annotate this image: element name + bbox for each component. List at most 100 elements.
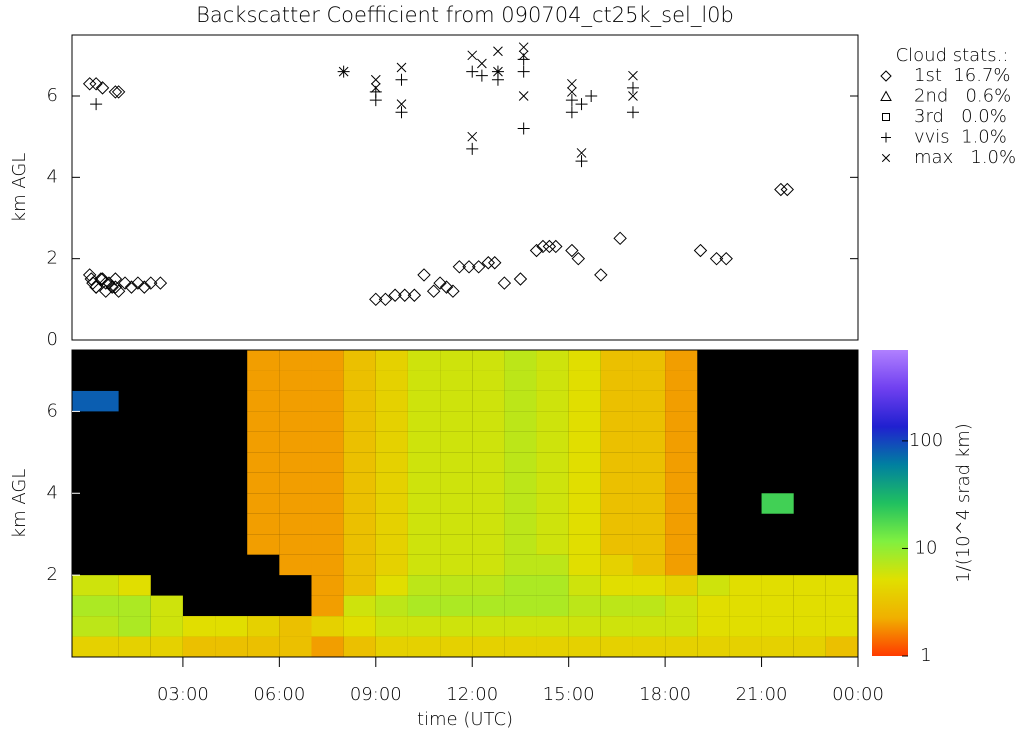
heatmap-cell: [247, 411, 280, 432]
heatmap-cell: [536, 411, 569, 432]
heatmap-cell: [600, 534, 633, 555]
marker-plus: [575, 98, 588, 111]
heatmap-cell: [632, 616, 666, 637]
heatmap-cell: [375, 472, 408, 494]
heatmap-cell: [697, 575, 730, 596]
marker-x: [628, 91, 638, 101]
x-axis-label: time (UTC): [417, 709, 513, 730]
heatmap-cell: [407, 452, 441, 473]
heatmap-cell: [665, 472, 698, 494]
heatmap-cell: [343, 554, 376, 576]
heatmap-cell: [440, 513, 473, 535]
marker-stroke: [493, 66, 503, 77]
heatmap-cell: [632, 452, 666, 473]
heatmap-cell: [311, 513, 344, 535]
marker-diamond: [398, 288, 412, 302]
heatmap-cell: [440, 534, 473, 555]
heatmap-cell: [472, 431, 505, 453]
heatmap-cell: [472, 493, 505, 514]
heatmap-cell: [472, 636, 505, 657]
heatmap-cell: [536, 554, 569, 576]
heatmap-cell: [247, 452, 280, 473]
heatmap-cell: [536, 370, 569, 391]
heatmap-cell: [536, 636, 569, 657]
marker-x: [567, 78, 577, 89]
heatmap-cell: [665, 513, 698, 535]
heatmap-cell: [729, 575, 762, 596]
heatmap-cell: [247, 636, 280, 657]
heatmap-cell: [72, 595, 119, 617]
heatmap-cell: [600, 472, 633, 494]
heatmap-cell: [665, 493, 698, 514]
marker-stroke: [565, 94, 578, 107]
heatmap-cell: [247, 493, 280, 514]
marker-diamond: [594, 268, 608, 282]
colorbar-label: 1/(10^4 srad km): [953, 423, 974, 583]
heatmap-cell: [632, 575, 666, 596]
marker-diamond: [529, 243, 544, 258]
heatmap-cell: [150, 595, 183, 617]
heatmap-cell: [697, 636, 730, 657]
heatmap-cell: [665, 390, 698, 412]
marker-diamond: [94, 272, 108, 286]
y-tick-label: 2: [47, 248, 58, 269]
heatmap-cell: [311, 411, 344, 432]
marker-diamond: [433, 276, 447, 290]
marker-diamond: [462, 260, 476, 274]
marker-diamond: [108, 85, 123, 99]
marker-diamond: [439, 280, 454, 294]
heatmap-cell: [665, 452, 698, 473]
heatmap-cell: [536, 575, 569, 596]
heatmap-cell: [375, 452, 408, 473]
heatmap-cell: [247, 390, 280, 412]
heatmap-cell: [600, 370, 633, 391]
heatmap-cell: [504, 554, 537, 576]
heatmap-cell: [568, 534, 601, 555]
marker-diamond: [719, 251, 733, 266]
heatmap-cell: [600, 554, 633, 576]
marker-diamond: [417, 268, 431, 282]
heatmap-cell: [279, 534, 312, 555]
heatmap-cell: [472, 595, 505, 617]
marker-stroke: [467, 50, 478, 61]
marker-diamond: [549, 239, 563, 254]
heatmap-cell: [182, 616, 216, 637]
heatmap-cell: [182, 636, 216, 657]
marker-x: [881, 153, 891, 163]
colorbar: [872, 350, 908, 656]
heatmap-cell: [536, 493, 569, 514]
marker-plus: [90, 98, 103, 111]
heatmap-cell: [311, 472, 344, 494]
y-tick-label: 2: [47, 564, 58, 585]
heatmap-cell: [407, 431, 441, 453]
marker-diamond: [407, 288, 422, 302]
heatmap-cell: [407, 513, 441, 535]
heatmap-cell: [247, 513, 280, 535]
heatmap-cell: [632, 472, 666, 494]
heatmap-cell: [665, 616, 698, 637]
marker-plus: [395, 106, 408, 119]
heatmap-cell: [343, 616, 376, 637]
heatmap-cell: [247, 350, 280, 371]
heatmap-cell: [343, 390, 376, 412]
heatmap-cell: [504, 616, 537, 637]
marker-diamond: [452, 260, 467, 274]
marker-stroke: [395, 106, 408, 119]
heatmap-cell: [311, 370, 344, 391]
marker-x: [567, 87, 577, 97]
marker-stroke: [370, 74, 381, 85]
x-tick-label: 03:00: [157, 684, 209, 705]
marker-x: [576, 148, 587, 158]
heatmap-cell: [440, 595, 473, 617]
heatmap-cell: [150, 636, 183, 657]
heatmap-cell: [440, 411, 473, 432]
heatmap-cell: [375, 390, 408, 412]
marker-x: [396, 99, 407, 109]
legend-label: 2nd 0.6%: [914, 86, 1011, 107]
heatmap-cell: [568, 575, 601, 596]
marker-stroke: [881, 153, 891, 163]
marker-diamond: [709, 251, 724, 266]
heatmap-cell: [665, 350, 698, 371]
x-tick-label: 15:00: [543, 684, 595, 705]
heatmap-cell: [632, 636, 666, 657]
